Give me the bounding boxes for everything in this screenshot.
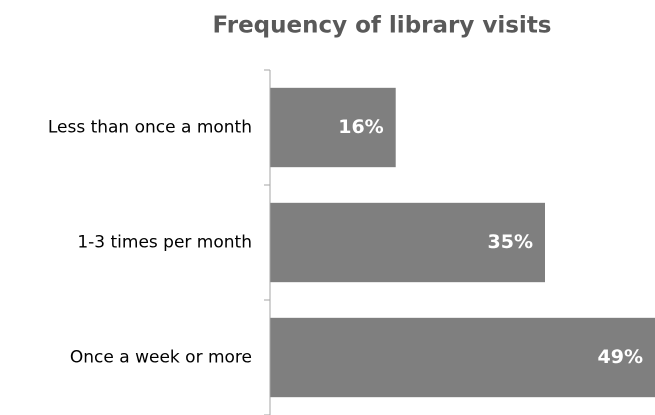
- category-label: Once a week or more: [70, 348, 252, 368]
- chart-title: Frequency of library visits: [212, 13, 551, 39]
- bar: [270, 87, 396, 168]
- value-label: 35%: [488, 231, 533, 253]
- bar: [270, 317, 655, 398]
- category-label: 1-3 times per month: [77, 233, 252, 253]
- bar: [270, 202, 545, 283]
- value-label: 49%: [598, 346, 643, 368]
- value-label: 16%: [338, 116, 383, 138]
- category-label: Less than once a month: [48, 118, 252, 138]
